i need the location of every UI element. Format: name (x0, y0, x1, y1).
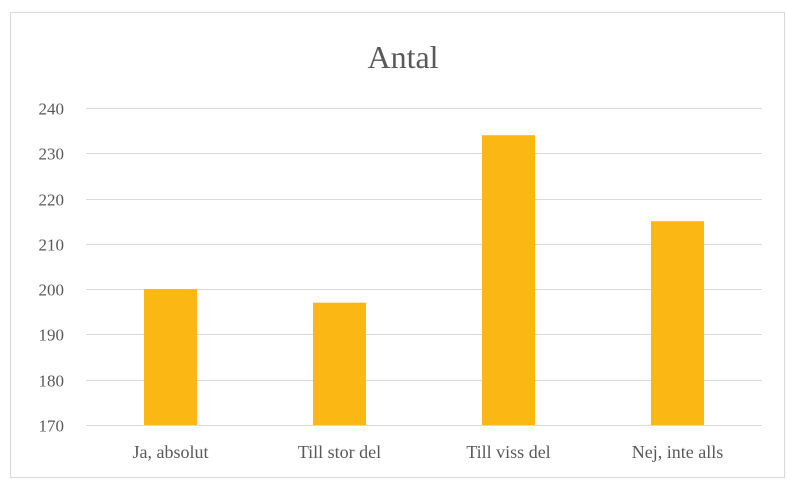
y-tick-label: 190 (39, 326, 65, 345)
y-tick-label: 200 (39, 281, 65, 300)
bars (144, 135, 704, 425)
y-tick-label: 170 (39, 417, 65, 436)
chart-title: Antal (367, 39, 438, 75)
bar (313, 302, 366, 425)
bar (144, 289, 197, 425)
y-tick-label: 220 (39, 191, 65, 210)
y-tick-label: 180 (39, 372, 65, 391)
y-tick-label: 230 (39, 145, 65, 164)
y-tick-label: 240 (39, 100, 65, 119)
y-axis-ticks: 170 180 190 200 210 220 230 240 (39, 100, 65, 436)
x-category-label: Ja, absolut (133, 442, 209, 462)
x-category-label: Till stor del (298, 442, 381, 462)
x-category-label: Till viss del (466, 442, 550, 462)
x-axis-categories: Ja, absolut Till stor del Till viss del Nej… (133, 442, 724, 462)
y-tick-label: 210 (39, 236, 65, 255)
bar (482, 135, 535, 425)
x-category-label: Nej, inte alls (632, 442, 723, 462)
gridlines (86, 108, 762, 426)
bar (651, 221, 704, 425)
